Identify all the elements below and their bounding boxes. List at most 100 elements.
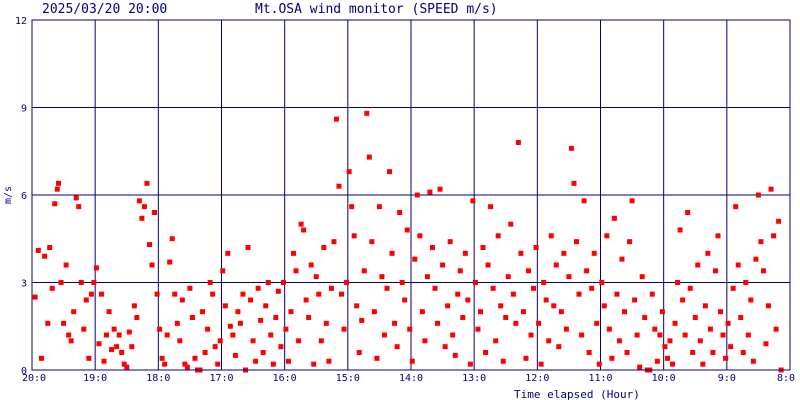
data-point <box>169 236 175 242</box>
data-point <box>495 233 501 239</box>
data-point <box>379 274 385 280</box>
grid-layer <box>31 19 791 371</box>
data-point <box>215 361 221 367</box>
data-point <box>664 355 670 361</box>
data-point <box>361 268 367 274</box>
data-point <box>184 364 190 370</box>
data-point <box>32 294 38 300</box>
data-point <box>212 344 218 350</box>
data-point <box>341 326 347 332</box>
data-point <box>321 245 327 250</box>
data-point <box>483 350 489 355</box>
data-point <box>202 350 208 355</box>
data-point <box>695 262 701 268</box>
data-point <box>88 291 94 297</box>
x-tick-label: 10:0 <box>652 373 676 384</box>
y-axis-label: m/s <box>3 186 14 204</box>
data-point <box>298 221 304 227</box>
data-point <box>149 262 155 268</box>
data-point <box>270 361 276 367</box>
data-point <box>700 361 706 367</box>
data-point <box>573 239 579 245</box>
data-point <box>126 329 132 335</box>
data-point <box>174 320 180 326</box>
data-point <box>291 250 297 256</box>
data-point <box>250 338 256 344</box>
data-point <box>301 227 307 233</box>
data-point <box>548 233 554 239</box>
data-point <box>414 192 420 198</box>
data-point <box>356 350 362 355</box>
data-point <box>508 221 514 227</box>
data-point <box>457 268 463 274</box>
data-point <box>376 204 382 210</box>
data-point <box>83 297 89 303</box>
data-point <box>263 303 269 309</box>
data-point <box>240 291 246 297</box>
data-point <box>460 315 466 320</box>
data-point <box>538 361 544 367</box>
data-point <box>442 344 448 350</box>
data-point <box>280 280 286 285</box>
data-point <box>523 355 529 361</box>
data-point <box>690 350 696 355</box>
data-point <box>293 268 299 274</box>
data-point <box>47 245 53 250</box>
data-point <box>723 355 729 361</box>
data-point <box>167 259 173 265</box>
data-point <box>364 110 370 116</box>
data-point <box>225 250 231 256</box>
data-point <box>162 361 168 367</box>
data-point <box>563 326 569 332</box>
data-point <box>303 297 309 303</box>
data-point <box>374 355 380 361</box>
data-point <box>412 256 418 262</box>
data-point <box>58 280 64 285</box>
data-point <box>687 285 693 291</box>
data-point <box>76 204 82 210</box>
data-point <box>98 291 104 297</box>
data-point <box>766 303 772 309</box>
data-point <box>561 250 567 256</box>
data-point <box>629 198 635 204</box>
data-point <box>680 297 686 303</box>
data-point <box>435 320 441 326</box>
data-point <box>154 291 160 297</box>
data-point <box>104 332 110 338</box>
data-point <box>52 201 58 207</box>
data-point <box>758 239 764 245</box>
data-point <box>748 297 754 303</box>
data-point <box>551 303 557 309</box>
data-point <box>682 332 688 338</box>
data-point <box>657 332 663 338</box>
data-point <box>558 309 564 315</box>
data-point <box>667 338 673 344</box>
data-point <box>366 154 372 160</box>
data-point <box>333 116 339 122</box>
data-point <box>510 291 516 297</box>
data-point <box>369 239 375 245</box>
data-point <box>591 250 597 256</box>
data-point <box>470 198 476 204</box>
data-point <box>344 280 350 285</box>
data-point <box>141 204 147 210</box>
data-point <box>518 250 524 256</box>
data-point <box>38 355 44 361</box>
data-point <box>659 309 665 315</box>
data-point <box>389 250 395 256</box>
data-point <box>245 245 251 250</box>
x-tick-label: 11:0 <box>588 373 612 384</box>
data-point <box>296 338 302 344</box>
data-point <box>467 361 473 367</box>
timestamp-label: 2025/03/20 20:00 <box>42 2 167 17</box>
data-point <box>394 344 400 350</box>
data-point <box>157 326 163 332</box>
data-point <box>447 239 453 245</box>
data-point <box>164 332 170 338</box>
data-point <box>566 274 572 280</box>
data-point <box>409 358 415 364</box>
data-point <box>480 245 486 250</box>
data-point <box>685 210 691 215</box>
data-point <box>531 285 537 291</box>
data-point <box>609 355 615 361</box>
